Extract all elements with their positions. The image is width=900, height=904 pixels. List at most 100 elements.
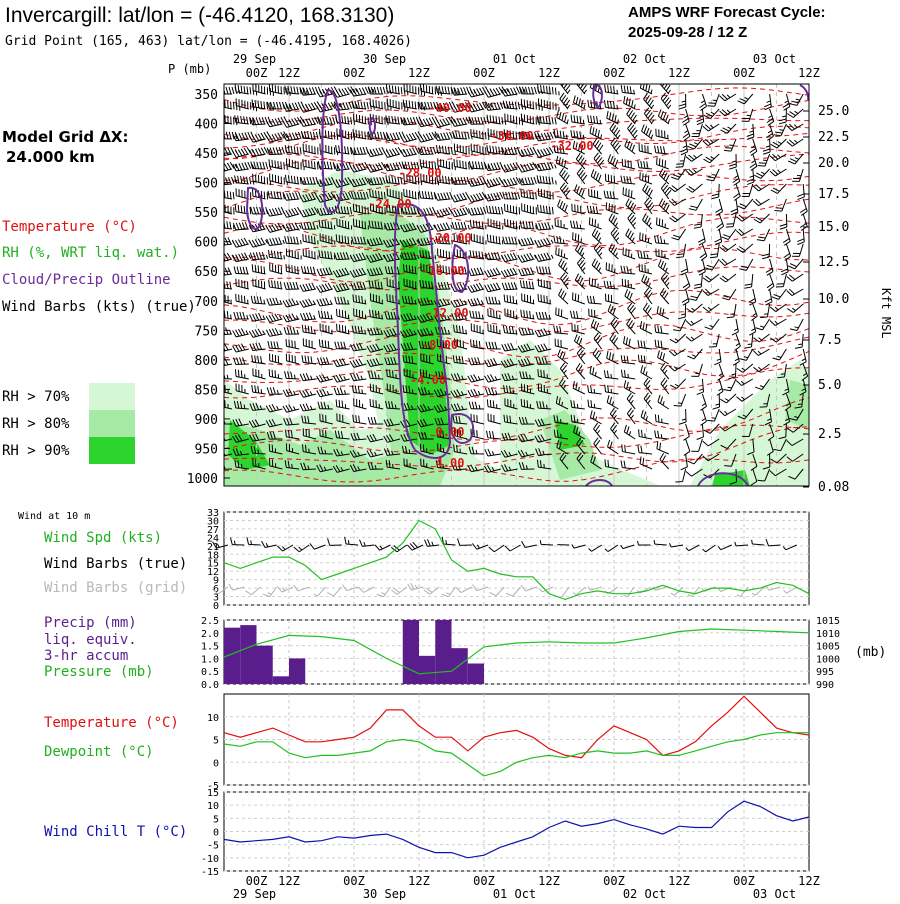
barb-staff [522, 301, 535, 304]
barb-staff [680, 319, 685, 331]
barb-flag [359, 88, 362, 95]
barb-flag [647, 308, 651, 314]
wind-barb [703, 124, 719, 131]
barb-flag [241, 370, 242, 377]
barb-flag [221, 190, 222, 197]
barb-staff [454, 94, 467, 95]
barb-flag [238, 150, 242, 156]
barb-flag [286, 264, 287, 271]
barb-flag [493, 269, 497, 275]
barb-flag [436, 145, 437, 152]
barb-flag [756, 328, 763, 330]
barb-flag [273, 298, 276, 305]
barb-flag [290, 193, 293, 200]
barb-flag [624, 86, 625, 93]
barb-half [616, 223, 618, 227]
barb-half [744, 357, 748, 358]
barb-flag [309, 283, 312, 290]
barb-flag [525, 87, 527, 94]
wind-barb [744, 274, 752, 288]
barb-flag [330, 117, 332, 124]
barb-half [634, 105, 635, 109]
wind-barb [770, 169, 786, 176]
wind-barb [787, 274, 803, 281]
barb-flag [444, 193, 447, 200]
wind-barb [218, 280, 232, 289]
barb-flag [409, 265, 410, 272]
wind-barb [770, 334, 786, 342]
barb-flag [275, 134, 279, 140]
barb-flag [291, 176, 292, 183]
barb-flag [607, 351, 608, 358]
wind-barb [645, 198, 655, 214]
wind-barb [266, 404, 282, 412]
barb-staff [696, 199, 702, 210]
barb-staff [303, 166, 316, 169]
wind-barb [352, 101, 374, 110]
barb-flag [540, 116, 541, 123]
barb-half [794, 125, 797, 128]
barb-flag [318, 161, 320, 168]
barb-half [684, 131, 687, 133]
wind-barb [518, 147, 539, 156]
rh90-label: RH > 90% [2, 443, 70, 459]
wind-barb [317, 357, 332, 364]
wind-barb [638, 340, 652, 349]
barb-flag [648, 175, 649, 182]
barb-flag [283, 301, 287, 307]
wind-barb [628, 303, 636, 319]
barb-flag [279, 237, 282, 244]
barb-flag [275, 328, 278, 335]
barb-flag [218, 280, 219, 287]
barb-flag [755, 387, 762, 389]
barb-flag [501, 271, 505, 277]
barb-flag [596, 323, 599, 330]
barb-flag [454, 210, 458, 216]
barb-flag [460, 160, 461, 167]
barb-flag [645, 174, 646, 181]
barb-staff [337, 152, 350, 154]
barb-flag [240, 267, 242, 274]
barb-flag [276, 238, 279, 245]
barb-flag [268, 250, 269, 257]
wind-barb [503, 237, 520, 244]
barb-flag [475, 358, 477, 365]
barb-staff [744, 199, 752, 209]
barb-flag [593, 296, 594, 303]
barb-flag [518, 166, 522, 172]
barb-flag [260, 207, 262, 214]
wind-barb [485, 374, 501, 382]
barb-flag [465, 267, 467, 274]
barb-flag [356, 130, 357, 137]
barb-flag [694, 227, 701, 228]
wind-barb [656, 129, 669, 139]
wind-barb [558, 349, 568, 364]
barb-flag [649, 190, 652, 196]
barb-flag [701, 106, 707, 110]
barb-half [299, 225, 301, 229]
wind-barb [669, 199, 685, 206]
barb-flag [327, 162, 329, 169]
barb-half [752, 161, 755, 163]
barb-flag [657, 146, 658, 153]
barb-staff [730, 379, 736, 391]
barb-flag [559, 168, 563, 174]
barb-flag [440, 210, 444, 216]
barb-flag [357, 147, 359, 154]
barb-flag [249, 331, 253, 337]
barb-staff [701, 274, 702, 287]
barb-flag [291, 236, 293, 243]
wind-barb [303, 159, 321, 170]
barb-flag [537, 115, 538, 122]
barb-half [293, 406, 295, 410]
wind-barb [468, 192, 486, 202]
barb-staff [270, 287, 283, 289]
barb-flag [565, 115, 567, 122]
barb-flag [468, 299, 471, 306]
wind-barb [800, 199, 807, 215]
barb-staff [693, 304, 703, 312]
wind-barb [657, 217, 669, 229]
legend-pressure: Pressure (mb) [44, 664, 154, 680]
barb-flag [531, 177, 533, 184]
barb-flag [387, 369, 388, 376]
